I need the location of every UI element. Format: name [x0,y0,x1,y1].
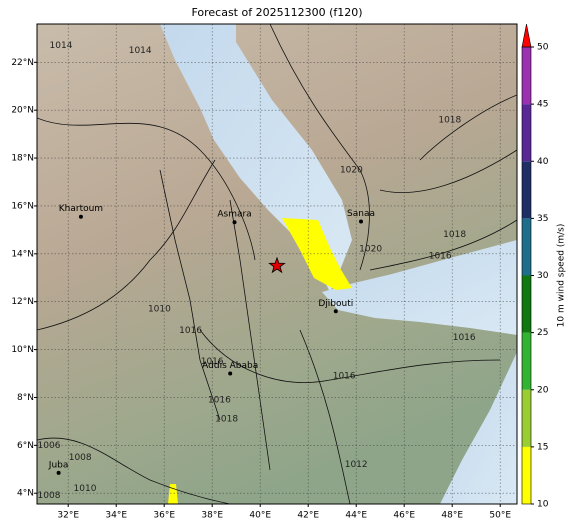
colorbar-segment [522,47,531,105]
isobar [269,24,370,271]
isobar-label: 1016 [333,371,356,381]
isobar-label: 1014 [50,41,73,51]
city-dot [78,214,83,219]
isobar [379,149,517,193]
colorbar-tick-label: 15 [537,442,548,452]
isobar-label: 1012 [345,460,368,470]
x-tick-label: 40°E [249,511,271,521]
colorbar-segment [522,446,531,504]
colorbar-extend [521,23,532,48]
axes-layer: 32°E 34°E 36°E 38°E 40°E 42°E 44°E 46°E 48°E 50°E… [11,23,567,521]
y-tick-label: 16°N [11,201,34,211]
colorbar-tick-label: 35 [537,214,548,224]
city-dot [228,371,233,376]
y-tick-label: 4°N [17,489,34,499]
x-tick-label: 34°E [105,511,127,521]
isobar-label: 1016 [179,326,202,336]
isobar [299,329,351,504]
colorbar-tick-label: 30 [537,271,549,281]
isobar-label: 1008 [69,453,92,463]
isobar [37,159,216,331]
x-tick-label: 50°E [489,511,511,521]
isobar [419,94,517,161]
city-label: Juba [48,460,69,470]
y-tick-label: 18°N [11,154,34,164]
y-tick-label: 6°N [17,441,34,451]
x-tick-label: 36°E [153,511,175,521]
colorbar-label: 10 m wind speed (m/s) [557,224,567,328]
colorbar-tick-label: 20 [537,385,549,395]
city-label: Djibouti [318,299,353,309]
colorbar-segment [522,332,531,390]
isobar-label: 1018 [438,115,461,125]
colorbar-tick-label: 50 [537,43,549,53]
isobar-label: 1016 [429,252,452,262]
isobar-label: 1010 [74,484,97,494]
isobar [159,169,221,421]
colorbar-segment [522,275,531,333]
map-area: 1014 1014 1018 1020 1018 1020 1016 1010 1016 1016… [37,24,517,504]
colorbar-segment [522,161,531,219]
x-tick-label: 42°E [297,511,319,521]
isobar-label: 1014 [129,46,152,56]
isobar [369,219,517,271]
x-tick-label: 32°E [57,511,79,521]
colorbar-tick-label: 40 [537,157,549,167]
isobar-label: 1020 [340,166,363,176]
isobar-label: 1008 [38,491,61,501]
y-tick-label: 8°N [17,393,34,403]
city-dot [359,219,363,224]
colorbar-tick-label: 45 [537,100,548,110]
isobar-label: 1016 [208,395,231,405]
x-tick-label: 46°E [393,511,415,521]
y-tick-label: 22°N [11,58,34,68]
isobar-label: 1006 [38,441,61,451]
colorbar-tick-label: 25 [537,328,548,338]
isobar-label: 1016 [453,333,476,343]
y-tick-label: 20°N [11,106,34,116]
x-tick-label: 38°E [201,511,223,521]
isobar [229,199,271,471]
isobar-label: 1010 [148,304,171,314]
isobar-label: 1016 [201,357,224,367]
isobar-label: 1018 [215,415,238,425]
colorbar-tick-label: 10 [537,500,549,510]
x-tick-label: 44°E [345,511,367,521]
city-dot [232,220,237,225]
y-tick-label: 12°N [11,297,34,307]
y-tick-label: 14°N [11,249,34,259]
y-tick-label: 10°N [11,345,34,355]
city-label: Sanaa [347,209,375,219]
colorbar-segment [522,104,531,162]
map-title: Forecast of 2025112300 (f120) [191,6,362,19]
data-layer: 1014 1014 1018 1020 1018 1020 1016 1010 1016 1016… [37,24,517,504]
colorbar-segment [522,389,531,447]
city-dot [333,309,338,314]
colorbar-segment [522,218,531,276]
city-dot [56,470,61,475]
isobar [199,329,501,383]
location-star [268,256,286,274]
x-tick-label: 48°E [441,511,463,521]
city-label: Asmara [217,210,251,220]
isobar-label: 1020 [359,245,382,255]
city-label: Khartoum [59,204,103,214]
gulf-of-aden [322,240,517,335]
map-frame [36,23,518,505]
indian-ocean [440,352,517,504]
city-label: Addis Ababa [202,361,258,371]
isobar [37,437,231,504]
isobar-label: 1018 [443,230,466,240]
isobar [37,117,256,261]
